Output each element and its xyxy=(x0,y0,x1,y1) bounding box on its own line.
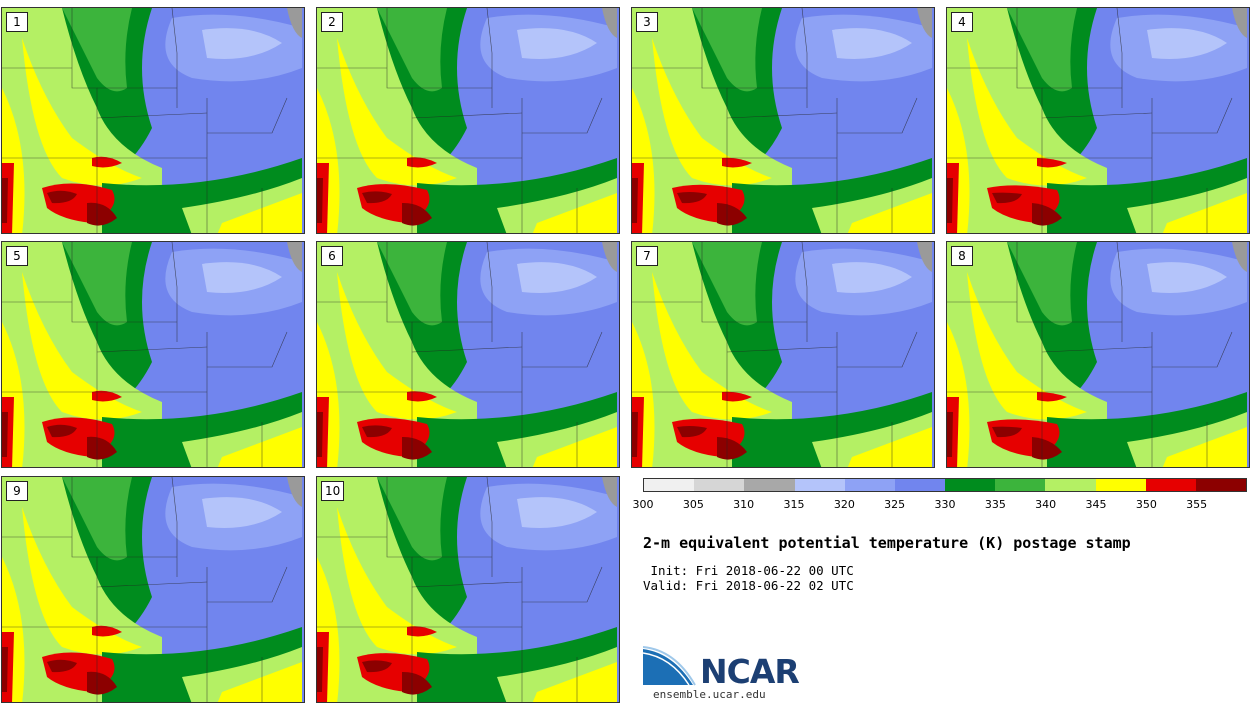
colorbar-swatch xyxy=(995,479,1046,491)
colorbar-swatch xyxy=(1095,479,1146,491)
colorbar-swatch xyxy=(694,479,745,491)
colorbar-swatch xyxy=(844,479,895,491)
colorbar-swatch xyxy=(744,479,795,491)
member-number-label: 5 xyxy=(6,246,28,266)
colorbar-swatch xyxy=(945,479,996,491)
member-number-label: 1 xyxy=(6,12,28,32)
colorbar-swatch xyxy=(1045,479,1096,491)
colorbar-tick-label: 300 xyxy=(632,498,654,511)
ncar-logo-icon xyxy=(642,645,793,690)
ensemble-member-panel: 9 xyxy=(1,476,305,703)
ensemble-member-panel: 3 xyxy=(631,7,935,234)
colorbar-tick-label: 340 xyxy=(1035,498,1057,511)
member-number-label: 6 xyxy=(321,246,343,266)
colorbar-tick-label: 325 xyxy=(884,498,906,511)
ensemble-member-panel: 4 xyxy=(946,7,1250,234)
ensemble-member-panel: 7 xyxy=(631,241,935,468)
ensemble-member-panel: 1 xyxy=(1,7,305,234)
init-time: Init: Fri 2018-06-22 00 UTC xyxy=(643,563,854,578)
colorbar-tick-label: 305 xyxy=(682,498,704,511)
member-number-label: 4 xyxy=(951,12,973,32)
colorbar-swatch xyxy=(894,479,946,491)
member-number-label: 8 xyxy=(951,246,973,266)
colorbar-swatch xyxy=(644,479,695,491)
colorbar-tick-label: 355 xyxy=(1186,498,1208,511)
ensemble-member-panel: 6 xyxy=(316,241,620,468)
member-number-label: 2 xyxy=(321,12,343,32)
colorbar-tick-label: 320 xyxy=(833,498,855,511)
colorbar xyxy=(643,478,1247,492)
member-number-label: 9 xyxy=(6,481,28,501)
site-url: ensemble.ucar.edu xyxy=(653,688,766,701)
ensemble-member-panel: 8 xyxy=(946,241,1250,468)
ensemble-member-panel: 10 xyxy=(316,476,620,703)
ensemble-member-panel: 2 xyxy=(316,7,620,234)
member-number-label: 3 xyxy=(636,12,658,32)
colorbar-swatch xyxy=(794,479,845,491)
colorbar-tick-label: 315 xyxy=(783,498,805,511)
colorbar-tick-label: 310 xyxy=(733,498,755,511)
colorbar-tick-label: 350 xyxy=(1135,498,1157,511)
plot-title: 2-m equivalent potential temperature (K)… xyxy=(643,534,1131,552)
valid-time: Valid: Fri 2018-06-22 02 UTC xyxy=(643,578,854,593)
colorbar-tick-label: 335 xyxy=(984,498,1006,511)
ncar-logo-text: NCAR xyxy=(700,652,800,691)
colorbar-swatch xyxy=(1145,479,1196,491)
colorbar-tick-label: 330 xyxy=(934,498,956,511)
colorbar-swatch xyxy=(1195,479,1247,491)
member-number-label: 7 xyxy=(636,246,658,266)
ensemble-member-panel: 5 xyxy=(1,241,305,468)
colorbar-tick-label: 345 xyxy=(1085,498,1107,511)
member-number-label: 10 xyxy=(321,481,345,501)
